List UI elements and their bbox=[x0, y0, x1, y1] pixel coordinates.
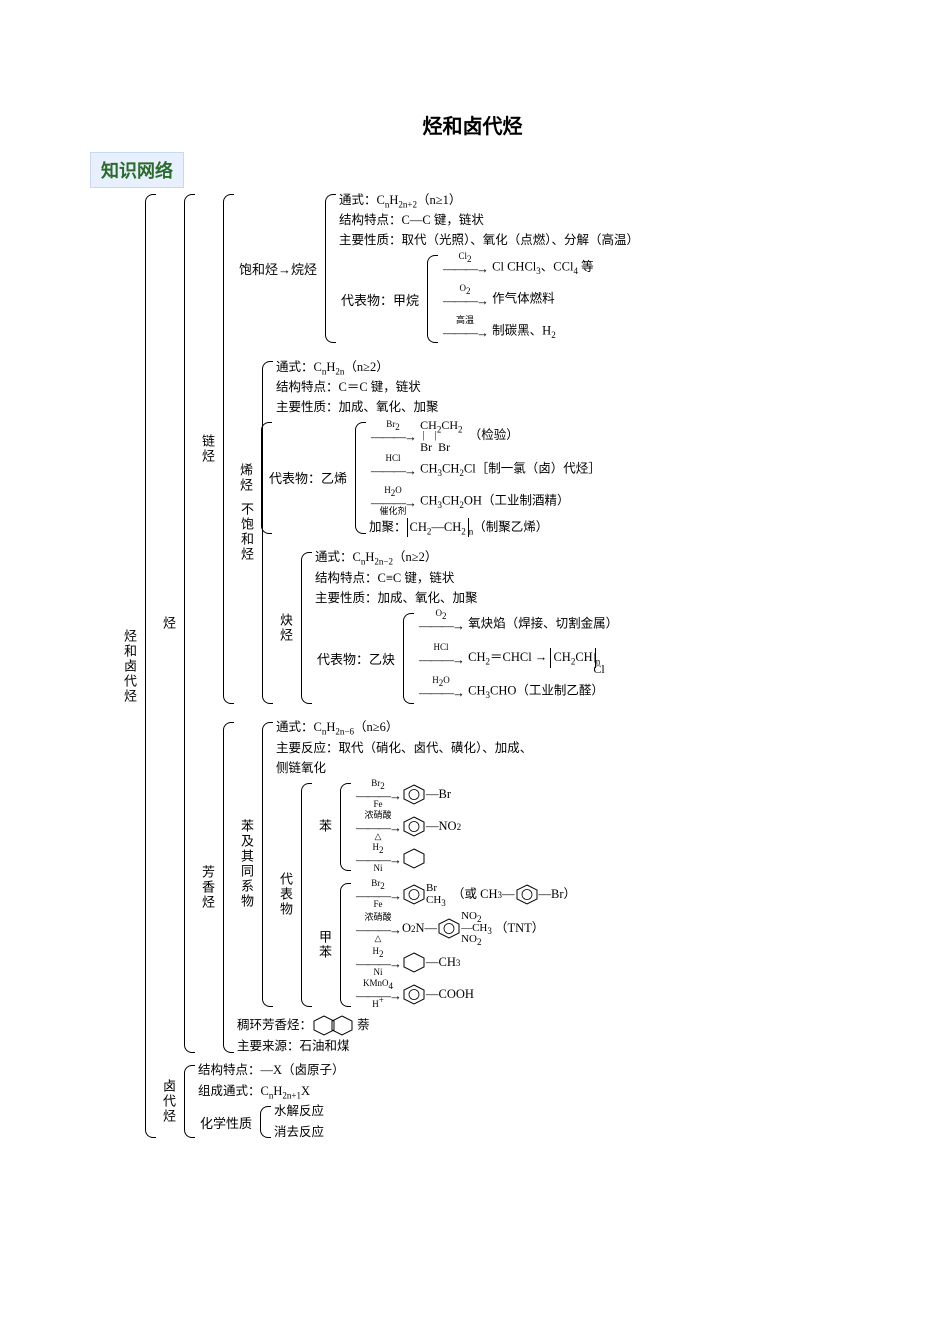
benzene-series-label: 苯及其同系物 bbox=[237, 817, 256, 911]
halo-elimination: 消去反应 bbox=[274, 1122, 324, 1142]
arom-formula: 通式：CnH2n−6（n≥6） bbox=[276, 718, 576, 738]
hydrocarbon-branch: 链烃 饱和烃→烷烃 通式：CnH2n+2（n≥1） 结构特点：C—C 键，链状 … bbox=[184, 190, 639, 1057]
benzene-node: 苯 Br2———→Fe —Br bbox=[315, 779, 576, 875]
haloalkane-branch: 结构特点：—X（卤原子） 组成通式：CnH2n+1X 化学性质 水解反应 消去反… bbox=[184, 1061, 345, 1143]
benzene-branch: Br2———→Fe —Br 浓硝酸———→△ bbox=[340, 779, 461, 875]
knowledge-tree: 烃和卤代烃 烃 链烃 饱和烃→烷烃 bbox=[120, 190, 880, 1142]
ethylene-node: 代表物：乙烯 Br2———→ CH2CH2 | |Br Br bbox=[267, 418, 601, 537]
toluene-rxn-3: H2———→Ni —CH3 bbox=[354, 947, 576, 979]
ethylene-rxn-1: Br2———→ CH2CH2 | |Br Br （检验） bbox=[369, 418, 601, 453]
alkane-structure: 结构特点：C—C 键，链状 bbox=[339, 210, 639, 230]
nitrobenzene-struct bbox=[402, 816, 426, 837]
methane-rxn-1: Cl2———→ Cl CHCl3、CCl4 等 bbox=[441, 251, 594, 283]
saturated-node: 饱和烃→烷烃 通式：CnH2n+2（n≥1） 结构特点：C—C 键，链状 主要性… bbox=[237, 190, 639, 347]
ethylene-rxn-3: H2O———→催化剂 CH3CH2OH（工业制酒精） bbox=[369, 485, 601, 517]
arom-sidechain: 侧链氧化 bbox=[276, 759, 576, 779]
benzene-rxn-2: 浓硝酸———→△ —NO2 bbox=[354, 811, 461, 843]
section-header: 知识网络 bbox=[90, 152, 184, 188]
cyclohexane-struct bbox=[402, 848, 426, 869]
haloalkane-label: 卤代烃 bbox=[159, 1077, 178, 1126]
unsaturated-node: 不饱和烃 通式：CnH2n（n≥2） 结构特点：C＝C 键，链状 bbox=[237, 357, 639, 708]
benzene-rxn-3: H2———→Ni bbox=[354, 843, 461, 875]
benzoic-acid-struct bbox=[402, 984, 426, 1005]
haloalkane-node: 卤代烃 结构特点：—X（卤原子） 组成通式：CnH2n+1X 化学性质 水解反应… bbox=[159, 1061, 639, 1143]
alkyne-formula: 通式：CnH2n−2（n≥2） bbox=[315, 548, 618, 568]
alkyne-props: 主要性质：加成、氧化、加聚 bbox=[315, 588, 618, 608]
chain-branch: 饱和烃→烷烃 通式：CnH2n+2（n≥1） 结构特点：C—C 键，链状 主要性… bbox=[223, 190, 639, 708]
alkyne-node: 炔烃 通式：CnH2n−2（n≥2） 结构特点：C≡C 键，链状 主要性质：加成… bbox=[276, 548, 618, 708]
alkene-node: 通式：CnH2n（n≥2） 结构特点：C＝C 键，链状 主要性质：加成、氧化、加… bbox=[236, 357, 618, 538]
alkane-props: 主要性质：取代（光照）、氧化（点燃）、分解（高温） bbox=[339, 231, 639, 251]
acetylene-label: 代表物：乙炔 bbox=[315, 649, 397, 668]
methane-node: 代表物：甲烷 Cl2———→ Cl CHCl3、CCl4 等 bbox=[339, 251, 639, 347]
root-branch: 烃 链烃 饱和烃→烷烃 通式：CnH2n+2（n≥1） bbox=[145, 190, 639, 1142]
examples-label: 代表物 bbox=[276, 870, 295, 919]
acetylene-branch: O2———→ 氧炔焰（焊接、切割金属） HCl———→ CH2＝CHCl → C… bbox=[403, 609, 618, 708]
methane-branch: Cl2———→ Cl CHCl3、CCl4 等 O2———→ 作气体燃料 bbox=[427, 251, 594, 347]
examples-node: 代表物 苯 Br2———→F bbox=[276, 779, 576, 1011]
methane-label: 代表物：甲烷 bbox=[339, 290, 421, 309]
saturated-label: 饱和烃→烷烃 bbox=[237, 259, 319, 278]
hydrocarbon-label: 烃 bbox=[159, 614, 178, 633]
aromatic-branch: 苯及其同系物 通式：CnH2n−6（n≥6） 主要反应：取代（硝化、卤代、磺化）… bbox=[223, 718, 576, 1057]
chain-label: 链烃 bbox=[198, 432, 217, 466]
acetylene-rxn-3: H2O———→ CH3CHO（工业制乙醛） bbox=[417, 676, 618, 708]
halo-chem-label: 化学性质 bbox=[198, 1113, 254, 1132]
o-bromotoluene-struct bbox=[402, 884, 426, 905]
methylcyclohexane-struct bbox=[402, 952, 426, 973]
toluene-node: 甲苯 Br2———→Fe BrCH3 （或 bbox=[315, 879, 576, 1011]
aromatic-source: 主要来源：石油和煤 bbox=[237, 1037, 576, 1057]
toluene-rxn-4: KMnO4———→H+ —COOH bbox=[354, 979, 576, 1011]
methane-rxn-2: O2———→ 作气体燃料 bbox=[441, 283, 594, 315]
halo-formula: 组成通式：CnH2n+1X bbox=[198, 1081, 345, 1101]
ethylene-label: 代表物：乙烯 bbox=[267, 468, 349, 487]
alkene-props: 主要性质：加成、氧化、加聚 bbox=[276, 398, 601, 418]
aromatic-label: 芳香烃 bbox=[198, 863, 217, 912]
alkene-struct: 结构特点：C＝C 键，链状 bbox=[276, 378, 601, 398]
acetylene-rxn-2: HCl———→ CH2＝CHCl → CH2CHn |Cl bbox=[417, 641, 618, 676]
alkyne-branch: 通式：CnH2n−2（n≥2） 结构特点：C≡C 键，链状 主要性质：加成、氧化… bbox=[301, 548, 618, 708]
aromatic-node: 芳香烃 苯及其同系物 通式：CnH2n−6（n≥6） 主要反应：取代（硝化、卤代… bbox=[198, 718, 639, 1057]
saturated-branch: 通式：CnH2n+2（n≥1） 结构特点：C—C 键，链状 主要性质：取代（光照… bbox=[325, 190, 639, 347]
hydrocarbon-node: 烃 链烃 饱和烃→烷烃 通式：CnH2n+2（n≥1） bbox=[159, 190, 639, 1057]
acetylene-rxn-1: O2———→ 氧炔焰（焊接、切割金属） bbox=[417, 609, 618, 641]
ethylene-branch: Br2———→ CH2CH2 | |Br Br （检验） bbox=[355, 418, 601, 537]
alkyne-struct: 结构特点：C≡C 键，链状 bbox=[315, 568, 618, 588]
alkyne-label: 炔烃 bbox=[276, 611, 295, 645]
root-node: 烃和卤代烃 烃 链烃 饱和烃→烷烃 bbox=[120, 190, 880, 1142]
ethylene-rxn-2: HCl———→ CH3CH2Cl［制一氯（卤）代烃］ bbox=[369, 453, 601, 485]
halo-hydrolysis: 水解反应 bbox=[274, 1102, 324, 1122]
p-bromotoluene-struct bbox=[515, 884, 539, 905]
acetylene-node: 代表物：乙炔 O2———→ 氧炔焰（焊接、切割金属） bbox=[315, 609, 618, 708]
fused-aromatic: 稠环芳香烃： 萘 bbox=[237, 1015, 576, 1037]
benzene-series-node: 苯及其同系物 通式：CnH2n−6（n≥6） 主要反应：取代（硝化、卤代、磺化）… bbox=[237, 718, 576, 1011]
tnt-struct bbox=[437, 918, 461, 939]
benzene-label: 苯 bbox=[315, 817, 334, 836]
unsaturated-branch: 通式：CnH2n（n≥2） 结构特点：C＝C 键，链状 主要性质：加成、氧化、加… bbox=[262, 357, 618, 708]
halo-chem-branch: 水解反应 消去反应 bbox=[260, 1102, 324, 1143]
alkane-formula: 通式：CnH2n+2（n≥1） bbox=[339, 190, 639, 210]
halo-chem-node: 化学性质 水解反应 消去反应 bbox=[198, 1102, 345, 1143]
naphthalene-struct bbox=[312, 1015, 354, 1036]
page-title: 烃和卤代烃 bbox=[0, 110, 945, 139]
arom-rxns: 主要反应：取代（硝化、卤代、磺化）、加成、 bbox=[276, 738, 576, 758]
toluene-rxn-1: Br2———→Fe BrCH3 （或 CH3— —Br） bbox=[354, 879, 576, 911]
benzene-rxn-1: Br2———→Fe —Br bbox=[354, 779, 461, 811]
methane-rxn-3: 高温———→ 制碳黑、H2 bbox=[441, 315, 594, 347]
toluene-label: 甲苯 bbox=[315, 928, 334, 962]
toluene-rxn-2: 浓硝酸———→△ O2N— NO2—CH3NO2 （TNT） bbox=[354, 911, 576, 947]
chain-node: 链烃 饱和烃→烷烃 通式：CnH2n+2（n≥1） 结构特点：C—C 键，链状 … bbox=[198, 190, 639, 708]
examples-branch: 苯 Br2———→Fe —Br bbox=[301, 779, 576, 1011]
benzene-series-branch: 通式：CnH2n−6（n≥6） 主要反应：取代（硝化、卤代、磺化）、加成、 侧链… bbox=[262, 718, 576, 1011]
halo-struct: 结构特点：—X（卤原子） bbox=[198, 1061, 345, 1081]
toluene-branch: Br2———→Fe BrCH3 （或 CH3— —Br） bbox=[340, 879, 576, 1011]
page: 烃和卤代烃 知识网络 烃和卤代烃 烃 链烃 bbox=[0, 0, 945, 1336]
alkene-formula: 通式：CnH2n（n≥2） bbox=[276, 357, 601, 377]
ethylene-rxn-4: 加聚：CH2—CH2n（制聚乙烯） bbox=[369, 517, 601, 537]
root-label: 烃和卤代烃 bbox=[120, 627, 139, 706]
alkene-label: 烯烃 bbox=[236, 461, 255, 495]
bromobenzene-struct bbox=[402, 784, 426, 805]
